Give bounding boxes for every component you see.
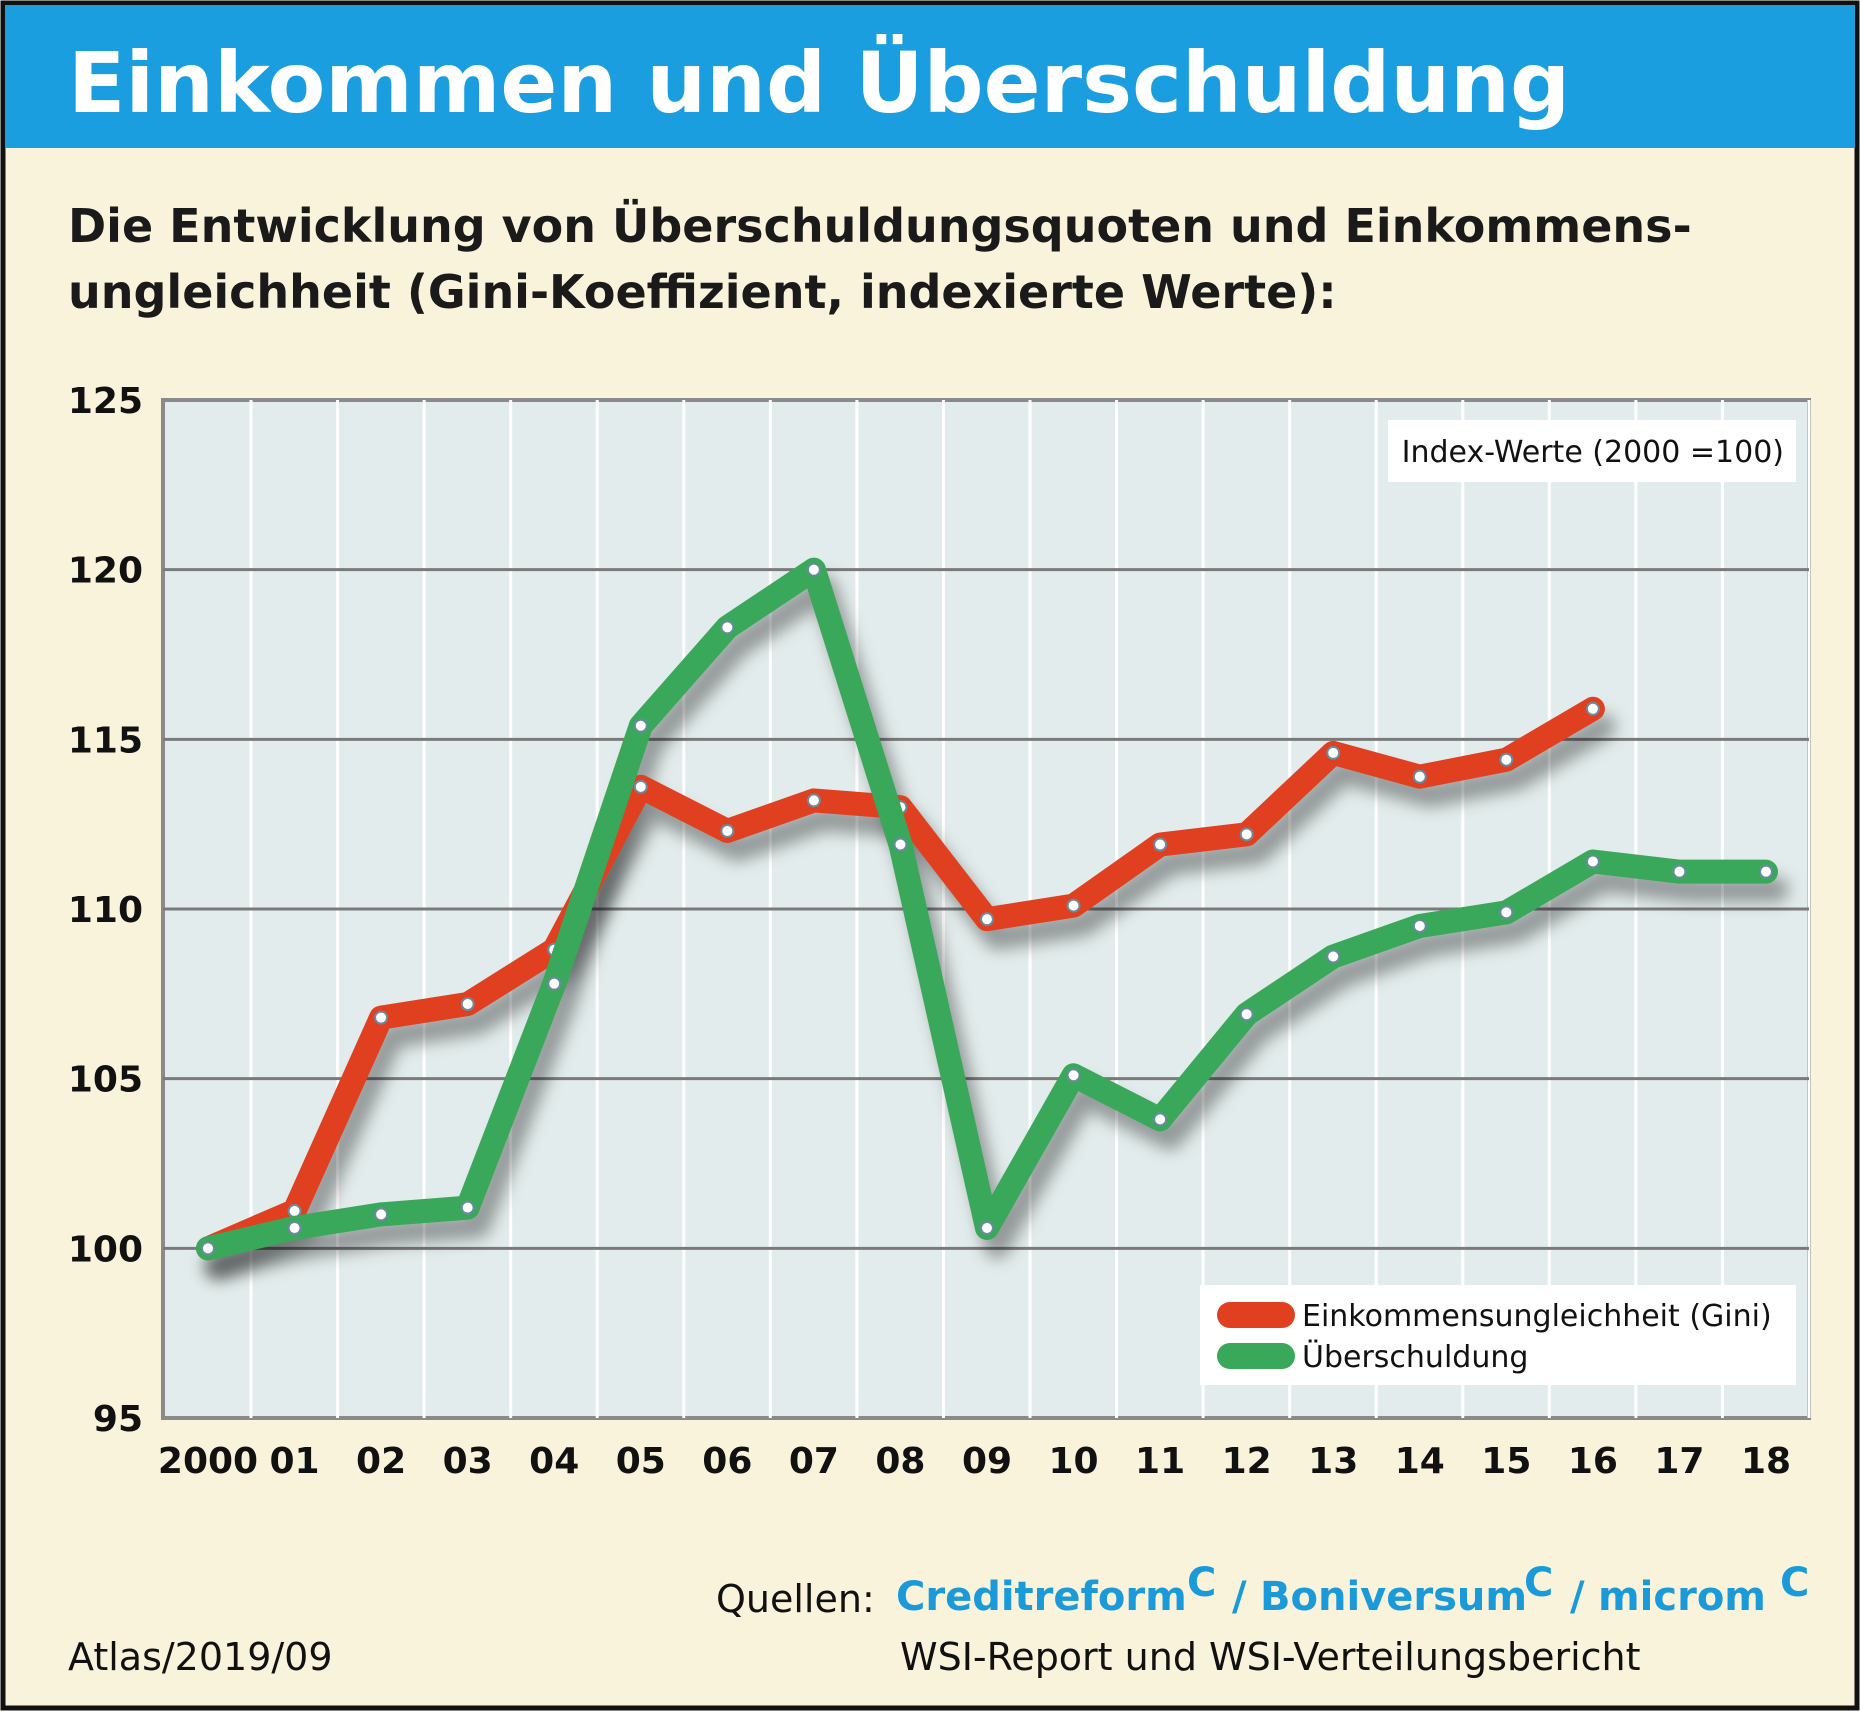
data-point <box>806 793 821 808</box>
series-lines <box>196 557 1778 1261</box>
data-point <box>1066 1068 1081 1083</box>
x-tick-label: 16 <box>1568 1441 1618 1482</box>
series-shadow <box>205 574 1789 1280</box>
data-point <box>1153 1112 1168 1127</box>
y-tick-label: 100 <box>68 1229 143 1270</box>
data-point <box>1585 701 1600 716</box>
data-point <box>1759 864 1773 879</box>
x-tick-label: 14 <box>1395 1441 1445 1482</box>
x-tick-label: 07 <box>789 1441 839 1482</box>
x-tick-label: 10 <box>1049 1441 1099 1482</box>
data-point <box>633 779 648 794</box>
x-tick-label: 11 <box>1135 1441 1185 1482</box>
data-point <box>720 823 735 838</box>
x-tick-label: 15 <box>1481 1441 1531 1482</box>
data-point <box>1412 769 1427 784</box>
data-point <box>806 562 821 577</box>
x-tick-label: 17 <box>1654 1441 1704 1482</box>
data-point <box>633 718 648 733</box>
data-point <box>980 1220 994 1235</box>
data-point <box>893 837 908 852</box>
separator: / <box>1570 1574 1585 1620</box>
subtitle-line1: Die Entwicklung von Überschuldungsquoten… <box>68 199 1692 253</box>
x-tick-label: 03 <box>443 1441 493 1482</box>
title: Einkommen und Überschuldung <box>68 34 1570 132</box>
separator: / <box>1232 1574 1247 1620</box>
y-tick-label: 125 <box>68 381 143 422</box>
data-point <box>374 1010 389 1025</box>
x-tick-label: 04 <box>529 1441 579 1482</box>
creditreform-c-icon: C <box>1187 1560 1216 1606</box>
microm-c-icon: C <box>1780 1560 1809 1606</box>
legend: Einkommensungleichheit (Gini) Überschuld… <box>1200 1285 1796 1385</box>
credit: Atlas/2019/09 <box>68 1635 333 1679</box>
data-point <box>1499 752 1514 767</box>
legend-box <box>1200 1285 1796 1385</box>
data-point <box>1066 898 1081 913</box>
data-point <box>1326 745 1341 760</box>
data-point <box>460 997 475 1012</box>
data-point <box>287 1220 302 1235</box>
boniversum-c-icon: C <box>1524 1560 1553 1606</box>
x-tick-label: 05 <box>616 1441 666 1482</box>
data-point <box>720 620 735 635</box>
y-tick-label: 95 <box>93 1399 143 1440</box>
y-tick-label: 110 <box>68 890 143 931</box>
data-point <box>1239 1007 1254 1022</box>
annotation: Index-Werte (2000 =100) <box>1402 435 1784 470</box>
sources-label: Quellen: <box>716 1577 875 1621</box>
source-logos: Creditreform C / Boniversum C / microm C <box>896 1560 1809 1620</box>
sources-line2: WSI-Report und WSI-Verteilungsbericht <box>900 1635 1641 1679</box>
x-tick-label: 18 <box>1741 1441 1791 1482</box>
legend-label-debt: Überschuldung <box>1302 1339 1528 1375</box>
subtitle-line2: ungleichheit (Gini-Koeffizient, indexier… <box>68 265 1337 319</box>
data-point <box>1672 864 1687 879</box>
y-tick-label: 115 <box>68 720 143 761</box>
logo-microm: microm <box>1598 1574 1766 1620</box>
x-tick-label: 06 <box>702 1441 752 1482</box>
data-point <box>201 1241 215 1256</box>
y-tick-label: 105 <box>68 1060 143 1101</box>
x-tick-label: 09 <box>962 1441 1012 1482</box>
x-tick-label: 02 <box>356 1441 406 1482</box>
x-tick-label: 13 <box>1308 1441 1358 1482</box>
logo-creditreform: Creditreform <box>896 1574 1187 1620</box>
x-tick-label: 08 <box>875 1441 925 1482</box>
data-point <box>1326 949 1341 964</box>
annotation-box <box>1388 420 1796 482</box>
data-point <box>1153 837 1168 852</box>
axis-ticks: 95 100 105 110 115 120 125 2000 01 02 03 04 05 06 07 08… <box>68 381 1791 1482</box>
data-point <box>1239 827 1254 842</box>
legend-label-gini: Einkommensungleichheit (Gini) <box>1302 1299 1772 1334</box>
x-tick-label: 12 <box>1222 1441 1272 1482</box>
header-band <box>5 5 1855 148</box>
x-tick-label: 2000 <box>158 1441 258 1482</box>
y-tick-label: 120 <box>68 551 143 592</box>
x-tick-label: 01 <box>270 1441 320 1482</box>
logo-boniversum: Boniversum <box>1260 1574 1527 1620</box>
data-point <box>374 1207 389 1222</box>
data-point <box>980 912 994 927</box>
data-point <box>547 976 562 991</box>
data-point <box>1585 854 1600 869</box>
data-point <box>460 1200 475 1215</box>
data-point <box>1499 905 1514 920</box>
data-point <box>1412 918 1427 933</box>
